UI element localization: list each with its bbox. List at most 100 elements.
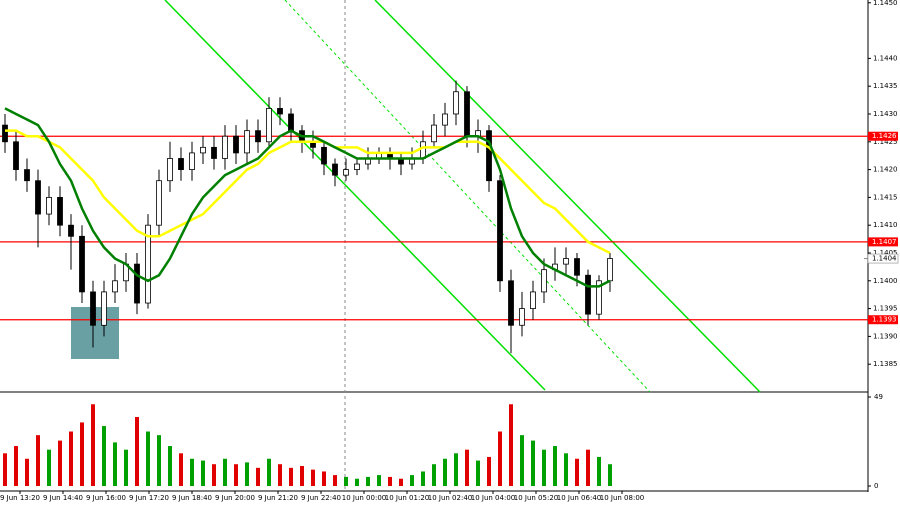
candle-body — [354, 163, 360, 170]
last-price-box — [867, 253, 899, 264]
x-tick-label: 9 Jun 20:00 — [215, 494, 255, 502]
volume-bar — [124, 449, 128, 486]
volume-bar — [3, 453, 7, 486]
candle-body — [79, 235, 85, 293]
volume-bar — [80, 422, 84, 486]
volume-bar — [157, 435, 161, 486]
volume-bar — [36, 435, 40, 486]
volume-bar — [432, 464, 436, 486]
candle-body — [277, 108, 283, 115]
volume-bar — [487, 456, 491, 486]
volume-bar — [113, 442, 117, 486]
x-tick-label: 10 Jun 00:00 — [342, 494, 386, 502]
candle-body — [244, 130, 250, 154]
candle-body — [288, 113, 294, 132]
x-tick-label: 9 Jun 17:20 — [129, 494, 169, 502]
volume-bar — [421, 471, 425, 486]
volume-bar — [300, 466, 304, 486]
volume-bar — [135, 416, 139, 486]
volume-bar — [190, 458, 194, 486]
candle-body — [497, 180, 503, 282]
candle-body — [233, 135, 239, 154]
volume-bar — [201, 460, 205, 486]
candle-body — [178, 158, 184, 170]
volume-tick-label: 0 — [874, 482, 878, 490]
x-tick-label: 10 Jun 06:40 — [557, 494, 601, 502]
x-tick-label: 10 Jun 01:20 — [385, 494, 429, 502]
candle-body — [101, 291, 107, 326]
candle-body — [68, 224, 74, 237]
volume-bar — [465, 449, 469, 486]
candle-body — [563, 258, 569, 265]
x-tick-label: 10 Jun 08:00 — [600, 494, 644, 502]
candle-body — [431, 124, 437, 143]
candle-body — [508, 280, 514, 326]
y-tick-label: 1.1400 — [873, 277, 898, 285]
volume-bar — [476, 460, 480, 486]
candle-body — [420, 141, 426, 159]
candle-body — [46, 196, 52, 215]
volume-bar — [399, 478, 403, 486]
level-label: 1.1393 — [872, 316, 897, 324]
x-tick-label: 10 Jun 04:00 — [471, 494, 515, 502]
x-tick-label: 9 Jun 21:20 — [258, 494, 298, 502]
x-tick-label: 9 Jun 18:40 — [172, 494, 212, 502]
volume-bar — [608, 464, 612, 486]
level-label-box — [868, 315, 898, 325]
channel-midline — [284, 0, 651, 393]
candle-body — [90, 291, 96, 326]
volume-bar — [69, 431, 73, 486]
candle-body — [156, 180, 162, 226]
candle-body — [464, 91, 470, 137]
volume-bar — [14, 446, 18, 486]
volume-bar — [333, 475, 337, 486]
volume-bar — [245, 462, 249, 486]
volume-bar — [531, 440, 535, 486]
volume-bar — [278, 464, 282, 486]
volume-bar — [234, 464, 238, 486]
candle-body — [211, 146, 217, 159]
level-label-box — [868, 131, 898, 141]
volume-bar — [553, 446, 557, 486]
candle-body — [189, 152, 195, 170]
volume-bar — [410, 475, 414, 486]
level-label: 1.1407 — [872, 238, 897, 246]
volume-bar — [212, 464, 216, 486]
candle-body — [442, 113, 448, 126]
volume-bar — [542, 449, 546, 486]
volume-tick-label: 49 — [874, 393, 883, 401]
x-tick-label: 9 Jun 16:00 — [86, 494, 126, 502]
candle-body — [134, 263, 140, 304]
candle-body — [519, 308, 525, 326]
candle-body — [530, 291, 536, 309]
last-price-label: 1.1404 — [872, 255, 897, 263]
volume-bar — [267, 458, 271, 486]
y-tick-label: 1.1425 — [873, 138, 898, 146]
candle-body — [13, 141, 19, 170]
candle-body — [167, 158, 173, 182]
candle-body — [486, 130, 492, 182]
y-tick-label: 1.1430 — [873, 110, 898, 118]
candle-body — [453, 91, 459, 115]
candle-body — [343, 169, 349, 176]
x-tick-label: 9 Jun 13:20 — [0, 494, 40, 502]
volume-bar — [377, 475, 381, 486]
moving-average — [5, 129, 611, 255]
volume-bar — [575, 458, 579, 486]
volume-bar — [597, 456, 601, 486]
y-tick-label: 1.1435 — [873, 82, 898, 90]
level-label-box — [868, 237, 898, 247]
channel-line — [374, 0, 761, 393]
candle-body — [255, 130, 261, 143]
x-tick-label: 9 Jun 22:40 — [301, 494, 341, 502]
volume-bar — [91, 404, 95, 486]
volume-bar — [454, 453, 458, 486]
y-tick-label: 1.1450 — [873, 0, 898, 7]
y-tick-label: 1.1405 — [873, 249, 898, 257]
y-tick-label: 1.1410 — [873, 221, 898, 229]
candle-body — [266, 108, 272, 143]
volume-bar — [146, 431, 150, 486]
volume-bar — [256, 467, 260, 486]
channel-line — [164, 0, 546, 391]
volume-bar — [223, 458, 227, 486]
